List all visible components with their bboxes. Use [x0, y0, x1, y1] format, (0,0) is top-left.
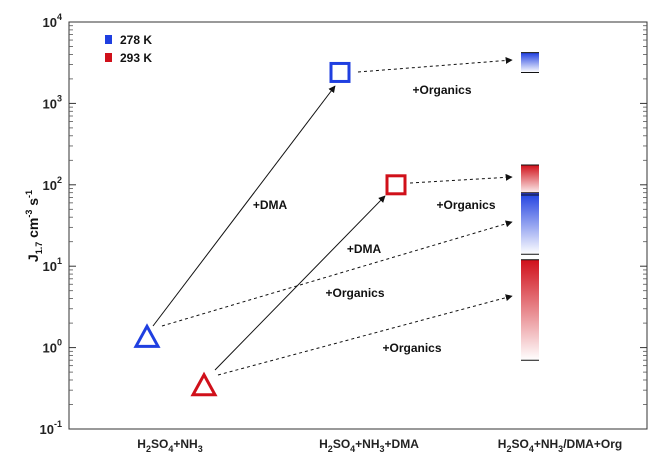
legend: 278 K 293 K [105, 33, 152, 65]
legend-label: 293 K [120, 51, 152, 65]
triangle-marker [190, 371, 218, 397]
range-bar [521, 52, 539, 73]
arrow-label: +Organics [325, 286, 384, 300]
dashed-arrow [161, 220, 513, 327]
y-tick-label: 10-1 [40, 419, 62, 437]
y-tick-label: 101 [43, 256, 62, 274]
square-marker [385, 174, 407, 196]
legend-label: 278 K [120, 33, 152, 47]
range-bar [521, 165, 539, 195]
triangle-marker [133, 323, 161, 348]
y-tick-label: 102 [43, 175, 62, 193]
y-tick-label: 104 [43, 12, 62, 30]
plot-frame [68, 21, 648, 430]
dashed-arrow [357, 57, 513, 73]
dashed-arrow [217, 294, 513, 376]
arrows: +DMA +DMA +Organics +Organics +Organics +Orga… [152, 57, 513, 376]
solid-arrow [214, 195, 386, 371]
range-bar [521, 259, 539, 361]
arrow-label: +DMA [347, 242, 382, 256]
arrow-label: +Organics [412, 83, 471, 97]
range-bars [521, 52, 539, 361]
legend-swatch [105, 35, 112, 44]
y-tick-label: 103 [43, 93, 62, 111]
x-axis-labels: H2SO4+NH3 H2SO4+NH3+DMA H2SO4+NH3/DMA+Org [137, 437, 622, 454]
y-axis-label: J1.7 cm-3 s-1 [24, 190, 44, 262]
y-axis-ticks: 10-1 100 101 102 103 104 [40, 12, 647, 437]
x-category-label: H2SO4+NH3 [137, 437, 202, 454]
x-category-label: H2SO4+NH3+DMA [319, 437, 419, 454]
dashed-arrow [409, 173, 513, 184]
arrow-label: +Organics [436, 198, 495, 212]
arrow-label: +DMA [253, 198, 288, 212]
x-category-label: H2SO4+NH3/DMA+Org [498, 437, 622, 454]
data-points [133, 61, 407, 397]
y-tick-label: 100 [43, 338, 62, 356]
arrow-label: +Organics [382, 341, 441, 355]
legend-swatch [105, 53, 112, 62]
solid-arrow [152, 85, 336, 327]
range-bar [521, 192, 539, 255]
square-marker [329, 61, 351, 83]
